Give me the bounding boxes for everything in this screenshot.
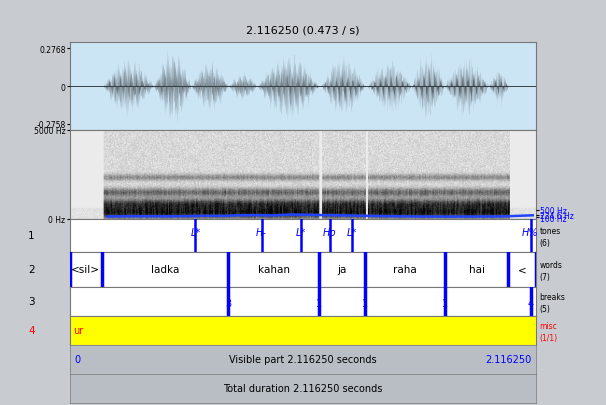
Text: (5): (5) <box>539 304 550 313</box>
Text: L*: L* <box>347 228 357 237</box>
Text: 4: 4 <box>527 298 534 309</box>
Text: 3: 3 <box>225 298 231 309</box>
Text: 2.116250: 2.116250 <box>485 354 531 364</box>
Text: 1: 1 <box>28 231 35 241</box>
Text: H-: H- <box>256 228 267 237</box>
Text: raha: raha <box>393 264 417 275</box>
Text: 0: 0 <box>75 354 81 364</box>
Text: <: < <box>518 264 527 275</box>
Text: (7): (7) <box>539 273 550 281</box>
Text: 1: 1 <box>316 298 322 309</box>
Text: 2.116250 (0.473 / s): 2.116250 (0.473 / s) <box>246 26 360 36</box>
Text: (6): (6) <box>539 239 550 247</box>
Text: 2: 2 <box>28 264 35 275</box>
Text: kahan: kahan <box>258 264 290 275</box>
Text: ja: ja <box>338 264 347 275</box>
Text: Visible part 2.116250 seconds: Visible part 2.116250 seconds <box>229 354 377 364</box>
Text: L*: L* <box>296 228 307 237</box>
Text: L*: L* <box>190 228 201 237</box>
Text: hai: hai <box>468 264 485 275</box>
Text: 3: 3 <box>28 296 35 307</box>
Text: breaks: breaks <box>539 292 565 301</box>
Text: 1: 1 <box>362 298 368 309</box>
Text: H%: H% <box>522 228 539 237</box>
Text: Total duration 2.116250 seconds: Total duration 2.116250 seconds <box>224 384 382 394</box>
Text: tones: tones <box>539 226 561 235</box>
Text: misc: misc <box>539 321 557 330</box>
Text: words: words <box>539 260 562 269</box>
Text: ur: ur <box>73 326 84 335</box>
Text: ladka: ladka <box>151 264 179 275</box>
Text: (1/1): (1/1) <box>539 333 558 342</box>
Text: 4: 4 <box>28 326 35 335</box>
Text: Hp: Hp <box>323 228 337 237</box>
Text: <sil>: <sil> <box>71 264 100 275</box>
Text: 1: 1 <box>441 298 448 309</box>
